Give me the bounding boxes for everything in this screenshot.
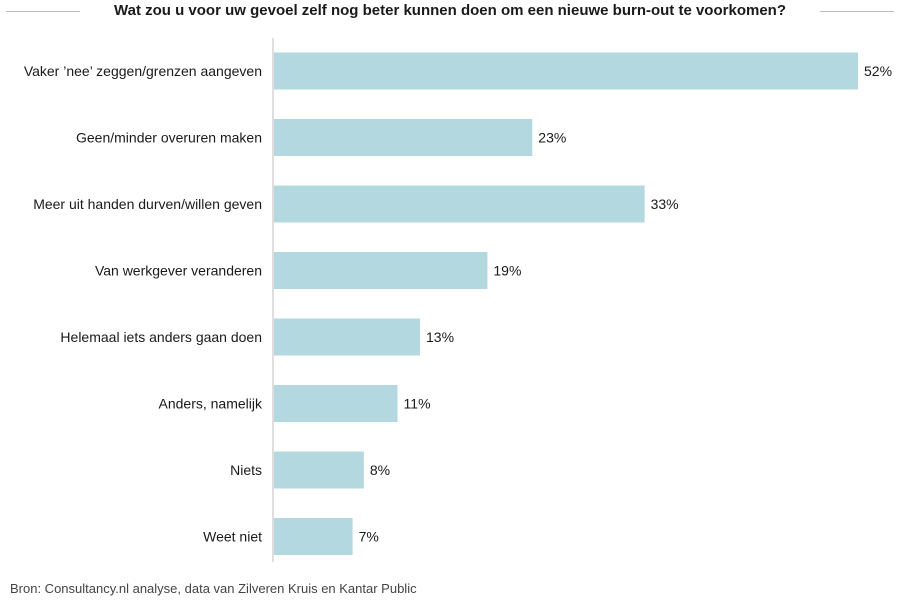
bar [274, 385, 398, 422]
bar [274, 252, 488, 289]
bar [274, 451, 364, 489]
category-label: Meer uit handen durven/willen geven [33, 196, 262, 212]
category-label: Vaker ’nee’ zeggen/grenzen aangeven [24, 63, 262, 79]
category-label: Niets [230, 462, 262, 478]
category-label: Anders, namelijk [159, 396, 263, 412]
bar [274, 318, 420, 356]
bar [274, 119, 533, 156]
value-label: 11% [404, 396, 431, 412]
title-bar: Wat zou u voor uw gevoel zelf nog beter … [0, 0, 900, 26]
category-label: Van werkgever veranderen [95, 263, 262, 279]
value-label: 19% [493, 263, 521, 279]
value-label: 33% [651, 196, 679, 212]
bar [274, 185, 645, 223]
bar [274, 52, 858, 90]
bar [274, 518, 353, 555]
source-note: Bron: Consultancy.nl analyse, data van Z… [10, 581, 417, 596]
value-label: 52% [864, 63, 892, 79]
title-rule-left [6, 11, 80, 12]
category-label: Weet niet [203, 529, 262, 545]
category-label: Helemaal iets anders gaan doen [60, 329, 262, 345]
category-label: Geen/minder overuren maken [76, 130, 262, 146]
value-label: 23% [538, 130, 566, 146]
value-label: 13% [426, 329, 454, 345]
value-label: 7% [359, 529, 379, 545]
title-rule-right [820, 11, 894, 12]
value-label: 8% [370, 462, 390, 478]
chart-title: Wat zou u voor uw gevoel zelf nog beter … [114, 2, 786, 19]
